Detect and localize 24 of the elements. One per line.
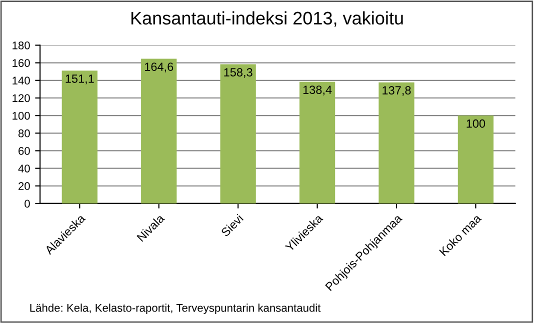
data-label: 138,4 [303, 86, 332, 96]
y-tick-label: 60 [18, 147, 30, 155]
y-tick-label: 120 [12, 94, 30, 102]
bar [62, 70, 98, 204]
bar [141, 58, 177, 204]
data-label: 137,8 [382, 86, 411, 96]
y-tick-label: 0 [24, 200, 30, 208]
data-label: 164,6 [144, 62, 174, 72]
y-tick-label: 180 [12, 41, 30, 50]
y-tick-label: 80 [18, 129, 30, 138]
y-tick-label: 160 [12, 59, 30, 67]
text: Lähde: Kela, Kelasto-raportit, Terveyspuntarin kansantaudit [30, 304, 321, 314]
y-tick-label: 40 [18, 164, 30, 172]
y-tick-label: 100 [12, 112, 30, 120]
y-tick-label: 140 [12, 76, 30, 85]
data-label: 100 [466, 119, 486, 128]
y-tick-label: 20 [18, 182, 30, 190]
bar [458, 116, 494, 204]
bar [299, 82, 336, 204]
bar [220, 64, 256, 204]
chart-title: Kansantauti-indeksi 2013, vakioitu [131, 11, 403, 27]
data-label: 158,3 [224, 68, 252, 78]
data-label: 151,1 [66, 74, 94, 84]
bar [378, 82, 414, 204]
